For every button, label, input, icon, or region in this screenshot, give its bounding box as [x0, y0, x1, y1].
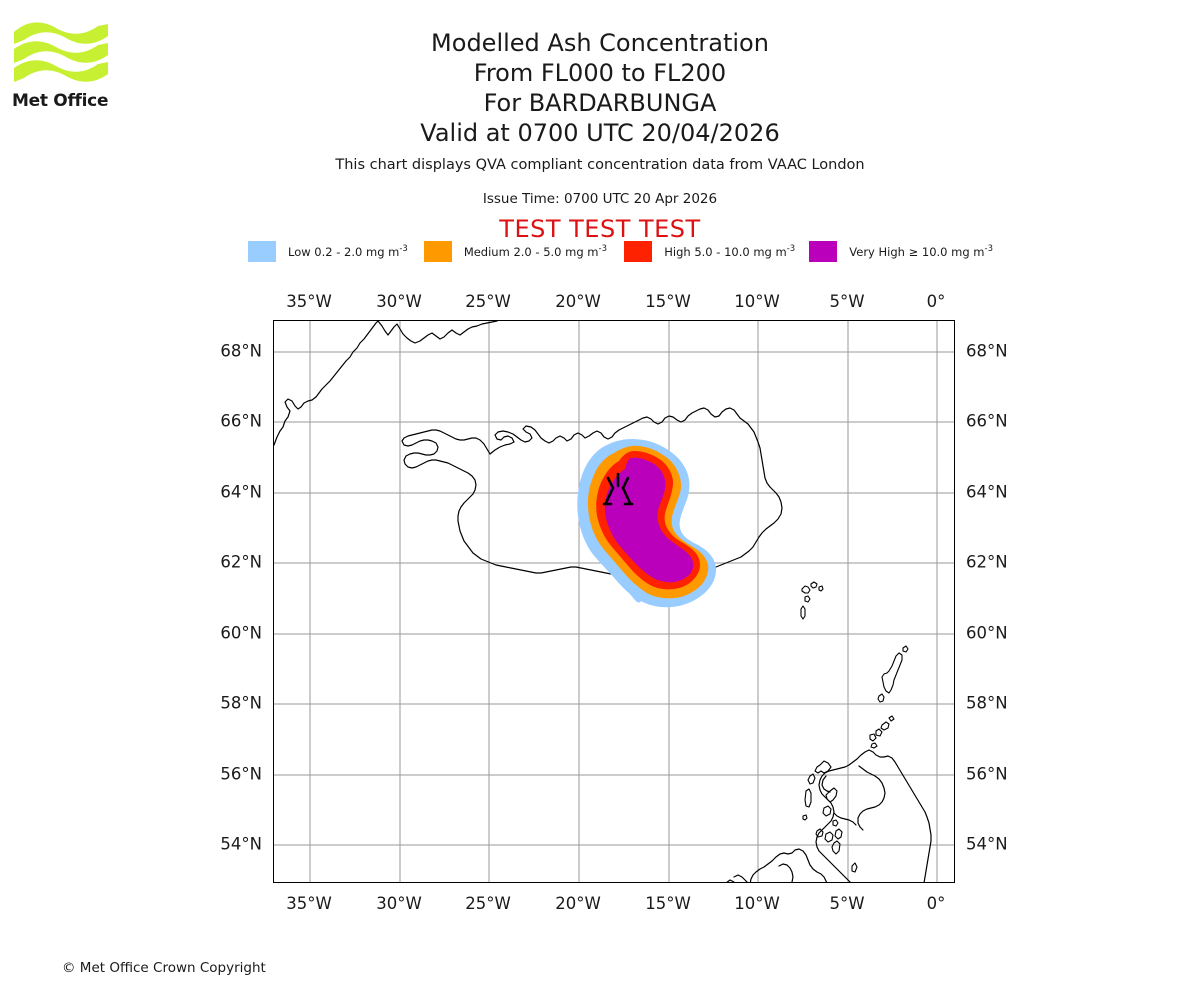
coastline-shetland: [877, 645, 909, 703]
lon-label-top-10w: 10°W: [734, 292, 780, 311]
lat-label-left-56n: 56°N: [220, 764, 262, 784]
lon-label-bottom-15w: 15°W: [645, 894, 691, 913]
legend-swatch-very-high: [809, 240, 838, 262]
coastline-faroe-islands: [800, 581, 824, 620]
ash-concentration-map: [273, 320, 955, 883]
lat-label-right-62n: 62°N: [966, 552, 1008, 572]
coastline-small-islands: [851, 862, 858, 873]
lat-label-left-60n: 60°N: [220, 623, 262, 643]
lat-label-right-68n: 68°N: [966, 341, 1008, 361]
legend-swatch-medium: [423, 240, 452, 262]
map-plot-frame: [273, 320, 955, 883]
map-gridlines: [274, 321, 954, 882]
concentration-legend: Low 0.2 - 2.0 mg m-3 Medium 2.0 - 5.0 mg…: [248, 239, 993, 263]
title-valid-time: Valid at 0700 UTC 20/04/2026: [420, 119, 780, 147]
legend-item-medium: Medium 2.0 - 5.0 mg m-3: [423, 240, 607, 262]
lon-label-bottom-5w: 5°W: [829, 894, 865, 913]
legend-item-very-high: Very High ≥ 10.0 mg m-3: [809, 240, 993, 262]
legend-swatch-low: [248, 240, 276, 262]
test-banner: TEST TEST TEST: [499, 215, 701, 243]
chart-subtitle: This chart displays QVA compliant concen…: [335, 157, 865, 173]
lat-label-right-66n: 66°N: [966, 411, 1008, 431]
met-office-logo-text: Met Office: [12, 91, 109, 111]
lat-label-right-54n: 54°N: [966, 834, 1008, 854]
lon-label-top-35w: 35°W: [286, 292, 332, 311]
chart-title-block: Modelled Ash Concentration From FL000 to…: [0, 28, 1200, 148]
lon-label-top-20w: 20°W: [555, 292, 601, 311]
lon-label-top-30w: 30°W: [376, 292, 422, 311]
lat-label-left-62n: 62°N: [220, 552, 262, 572]
lat-label-right-56n: 56°N: [966, 764, 1008, 784]
ash-plume: [577, 439, 716, 608]
legend-item-low: Low 0.2 - 2.0 mg m-3: [248, 240, 408, 262]
lat-label-right-60n: 60°N: [966, 623, 1008, 643]
lat-label-left-54n: 54°N: [220, 834, 262, 854]
lon-label-bottom-0: 0°: [926, 894, 946, 913]
legend-label-medium: Medium 2.0 - 5.0 mg m-3: [463, 243, 607, 259]
volcano-symbol: [602, 472, 634, 506]
lon-label-top-15w: 15°W: [645, 292, 691, 311]
title-flight-levels: From FL000 to FL200: [473, 59, 727, 87]
coastline-greenland: [274, 321, 498, 446]
title-volcano: For BARDARBUNGA: [483, 89, 717, 117]
lon-label-bottom-20w: 20°W: [555, 894, 601, 913]
lon-label-top-0: 0°: [926, 292, 946, 311]
lon-label-top-25w: 25°W: [465, 292, 511, 311]
lon-label-bottom-10w: 10°W: [734, 894, 780, 913]
legend-swatch-high: [624, 240, 653, 262]
lat-label-left-68n: 68°N: [220, 341, 262, 361]
lat-label-right-58n: 58°N: [966, 693, 1008, 713]
legend-item-high: High 5.0 - 10.0 mg m-3: [624, 240, 796, 262]
legend-label-high: High 5.0 - 10.0 mg m-3: [664, 243, 796, 259]
lon-label-bottom-25w: 25°W: [465, 894, 511, 913]
copyright-notice: © Met Office Crown Copyright: [62, 960, 266, 976]
lat-label-left-58n: 58°N: [220, 693, 262, 713]
coastline-hebrides: [802, 760, 843, 855]
coastline-great-britain: [815, 749, 932, 882]
lon-label-bottom-30w: 30°W: [376, 894, 422, 913]
lat-label-left-66n: 66°N: [220, 411, 262, 431]
lon-label-top-5w: 5°W: [829, 292, 865, 311]
met-office-logo: Met Office: [12, 18, 132, 118]
legend-label-low: Low 0.2 - 2.0 mg m-3: [288, 243, 408, 259]
page-title: Modelled Ash Concentration: [431, 29, 769, 57]
legend-label-very-high: Very High ≥ 10.0 mg m-3: [849, 243, 993, 259]
coastline-orkney: [869, 715, 895, 749]
lat-label-right-64n: 64°N: [966, 482, 1008, 502]
lon-label-bottom-35w: 35°W: [286, 894, 332, 913]
issue-time-label: Issue Time: 0700 UTC 20 Apr 2026: [482, 191, 718, 207]
coastline-ireland: [726, 848, 827, 882]
met-office-wave-mark: [14, 22, 108, 82]
lat-label-left-64n: 64°N: [220, 482, 262, 502]
ash-contour-very-high: [604, 457, 694, 583]
